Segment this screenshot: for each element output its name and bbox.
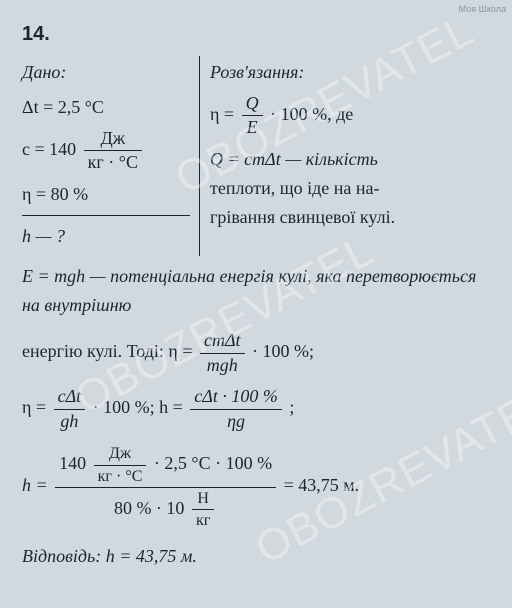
- q-def: Q = cmΔt — кількість: [210, 145, 490, 174]
- answer: Відповідь: h = 43,75 м.: [22, 542, 490, 571]
- problem-number: 14.: [22, 18, 490, 50]
- then-eq: енергію кулі. Тоді: η = cmΔt mgh · 100 %…: [22, 330, 490, 376]
- given-solution-row: Дано: Δt = 2,5 °C c = 140 Дж кг · °C η =…: [22, 56, 490, 256]
- given-c: c = 140 Дж кг · °C: [22, 128, 193, 174]
- q-text2: теплоти, що іде на на-: [210, 174, 490, 203]
- given-block: Дано: Δt = 2,5 °C c = 140 Дж кг · °C η =…: [22, 56, 200, 256]
- given-divider: [22, 215, 190, 216]
- corner-label: Моя Школа: [459, 4, 506, 14]
- eq-eta: η = Q E · 100 %, де: [210, 93, 490, 139]
- given-dt: Δt = 2,5 °C: [22, 93, 193, 122]
- calc-eq: h = 140 Дж кг · °C · 2,5 °C · 100 % 80 %…: [22, 444, 490, 530]
- given-find: h — ?: [22, 222, 193, 251]
- e-def: E = mgh — потенціальна енергія кулі, яка…: [22, 262, 490, 320]
- q-text3: грівання свинцевої кулі.: [210, 203, 490, 232]
- given-title: Дано:: [22, 58, 193, 87]
- solution-title: Розв'язання:: [210, 58, 490, 87]
- page-content: 14. Дано: Δt = 2,5 °C c = 140 Дж кг · °C…: [0, 0, 512, 587]
- given-eta: η = 80 %: [22, 180, 193, 209]
- step2-eq: η = cΔt gh · 100 %; h = cΔt · 100 % ηg ;: [22, 386, 490, 432]
- solution-block: Розв'язання: η = Q E · 100 %, де Q = cmΔ…: [200, 56, 490, 256]
